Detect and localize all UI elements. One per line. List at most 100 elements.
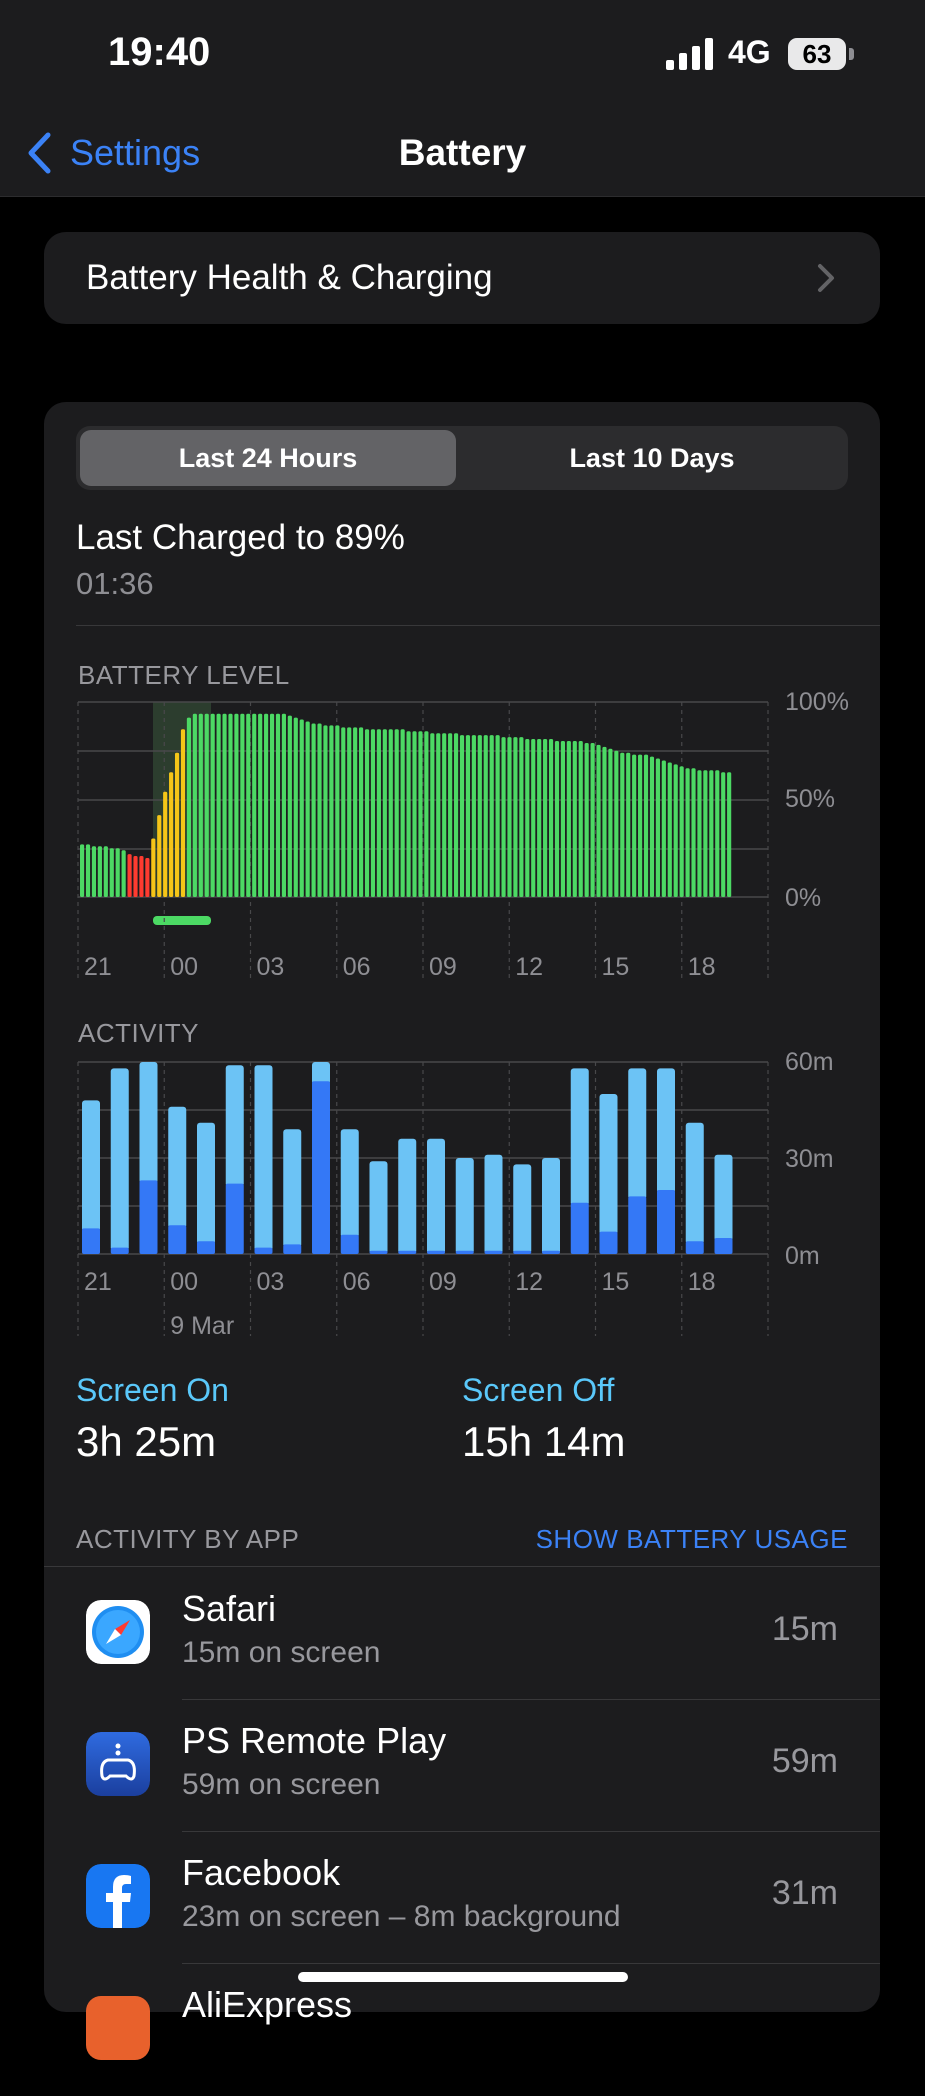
app-subtitle: 15m on screen	[182, 1636, 381, 1669]
battery-bar	[543, 739, 548, 897]
x-tick-label: 21	[84, 1268, 112, 1296]
activity-bar-screen-off	[225, 1065, 244, 1187]
battery-bar	[198, 713, 203, 897]
activity-bar-screen-off	[570, 1068, 589, 1206]
battery-bar	[186, 717, 192, 897]
app-row-facebook[interactable]: Facebook 23m on screen – 8m background 3…	[44, 1832, 880, 1964]
battery-x-ticks: 21 00 03 06 09 12 15 18	[84, 953, 716, 981]
last-charged-title: Last Charged to 89%	[76, 518, 405, 557]
activity-bar-screen-on	[455, 1250, 474, 1254]
app-name: AliExpress	[182, 1984, 353, 2025]
battery-bar	[620, 752, 625, 897]
activity-bar-screen-on	[340, 1234, 359, 1254]
page-title: Battery	[398, 132, 527, 173]
app-time: 31m	[771, 1874, 838, 1912]
battery-bar	[347, 727, 352, 897]
activity-bar-screen-off	[197, 1122, 215, 1245]
activity-bar-screen-on	[427, 1250, 445, 1254]
battery-bar	[537, 739, 542, 897]
x-tick-label: 03	[257, 953, 285, 981]
battery-bar	[370, 729, 376, 897]
battery-bar	[151, 838, 156, 897]
y-tick-label: 0m	[785, 1242, 820, 1270]
activity-bar-screen-on	[628, 1196, 647, 1254]
y-tick-label: 100%	[785, 690, 849, 716]
battery-bar	[596, 744, 601, 897]
battery-bar	[489, 735, 494, 897]
app-row-safari[interactable]: Safari 15m on screen 15m	[44, 1568, 880, 1700]
battery-bar	[139, 856, 144, 897]
app-row-ps-remote-play[interactable]: PS Remote Play 59m on screen 59m	[44, 1700, 880, 1832]
x-tick-label: 15	[602, 953, 630, 981]
activity-bar-screen-off	[685, 1122, 704, 1245]
battery-bar	[341, 727, 346, 897]
battery-bar	[91, 846, 97, 897]
battery-bar	[715, 770, 720, 897]
app-row-aliexpress[interactable]: AliExpress	[44, 1964, 880, 2096]
x-tick-label: 21	[84, 953, 112, 981]
segment-last-10-days[interactable]: Last 10 Days	[569, 443, 735, 473]
battery-bar	[501, 737, 506, 897]
x-tick-label: 15	[602, 1268, 630, 1296]
x-tick-label: 00	[170, 953, 198, 981]
battery-bar	[572, 741, 577, 897]
app-name: PS Remote Play	[182, 1720, 447, 1761]
battery-bar	[115, 848, 120, 897]
battery-bar	[667, 762, 672, 897]
activity-bar-screen-on	[110, 1247, 129, 1254]
battery-bar	[578, 741, 583, 897]
battery-bar	[453, 733, 459, 897]
battery-bar	[269, 713, 275, 897]
battery-bar	[424, 731, 429, 897]
x-tick-label: 09	[429, 1268, 457, 1296]
battery-bar	[442, 733, 447, 897]
usage-charts: 100% 50% 0% 21 00 03 06 09 12 15 18 60m 30m 0m 21 00…	[77, 690, 849, 1340]
ps-remote-play-icon	[86, 1732, 150, 1796]
aliexpress-icon	[86, 1996, 150, 2060]
activity-bar-screen-off	[82, 1100, 100, 1232]
battery-bar	[109, 848, 114, 897]
x-tick-label: 18	[688, 1268, 716, 1296]
battery-bar	[287, 715, 292, 897]
battery-bar	[430, 733, 435, 897]
status-bar	[0, 0, 925, 110]
battery-bar	[299, 719, 304, 897]
battery-y-ticks: 100% 50% 0%	[785, 690, 849, 912]
battery-bar	[614, 750, 619, 897]
battery-bar	[685, 768, 690, 897]
home-indicator[interactable]	[298, 1972, 628, 1982]
battery-bar	[246, 713, 251, 897]
battery-bar	[602, 746, 607, 897]
app-time: 15m	[771, 1610, 838, 1648]
battery-bar	[329, 725, 334, 897]
activity-bar-screen-on	[168, 1225, 187, 1254]
chevron-left-icon	[28, 132, 51, 174]
battery-bar	[465, 735, 471, 897]
battery-bar	[632, 754, 637, 897]
battery-bar	[584, 742, 589, 897]
battery-bar	[673, 764, 678, 897]
x-tick-label: 09	[429, 953, 457, 981]
battery-bar	[258, 713, 263, 897]
battery-bar	[145, 858, 150, 897]
battery-bar	[180, 729, 186, 897]
battery-bar	[727, 772, 732, 897]
back-button[interactable]: Settings	[26, 128, 200, 178]
activity-bar-screen-off	[455, 1158, 474, 1254]
activity-label: ACTIVITY	[78, 1018, 200, 1048]
battery-bar	[608, 748, 613, 897]
activity-bar-screen-on	[225, 1183, 244, 1254]
battery-bar	[697, 770, 702, 897]
activity-bar-screen-off	[369, 1161, 388, 1254]
battery-bar	[359, 727, 364, 897]
status-time: 19:40	[108, 30, 211, 74]
activity-bar-screen-on	[484, 1250, 503, 1254]
activity-bar-screen-on	[685, 1241, 704, 1254]
segment-last-24-hours[interactable]: Last 24 Hours	[178, 443, 358, 473]
battery-bar	[560, 741, 566, 897]
show-battery-usage-button[interactable]: SHOW BATTERY USAGE	[535, 1524, 848, 1554]
app-subtitle: 59m on screen	[182, 1768, 381, 1801]
activity-bar-screen-on	[714, 1238, 733, 1254]
battery-bar	[406, 731, 411, 897]
battery-health-row[interactable]	[44, 232, 880, 324]
